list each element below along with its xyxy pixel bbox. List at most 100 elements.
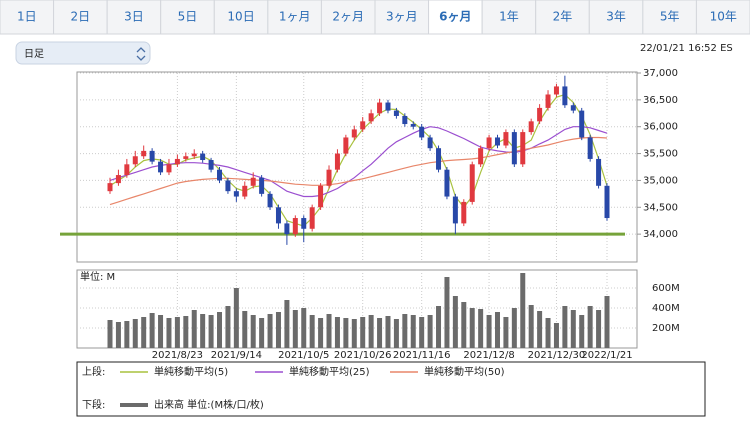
tab[interactable] — [588, 0, 644, 35]
volume-bar — [452, 296, 458, 348]
legend-upper-label: 上段: — [82, 365, 105, 378]
candle-body — [360, 121, 366, 130]
volume-bar — [427, 315, 433, 348]
candle-body — [334, 153, 340, 170]
y-tick-label: 35,000 — [643, 175, 678, 186]
candle-body — [259, 177, 265, 194]
tab[interactable] — [106, 0, 162, 35]
volume-bar — [494, 312, 500, 348]
tab[interactable] — [160, 0, 215, 35]
volume-bar — [436, 306, 442, 348]
volume-panel — [76, 269, 638, 349]
legend-label: 単純移動平均(50) — [424, 365, 505, 378]
candle-body — [174, 158, 180, 165]
volume-unit: 単位: M — [80, 270, 115, 283]
volume-bar — [318, 318, 324, 348]
candle-body — [124, 164, 130, 176]
tab-label: 5年 — [660, 10, 680, 24]
candle-body — [410, 124, 416, 127]
x-tick-label: 2021/11/16 — [393, 350, 451, 361]
candle-body — [107, 183, 113, 192]
candle-body — [604, 185, 610, 219]
volume-bar — [444, 277, 450, 348]
moving-average-line — [109, 93, 608, 227]
y-tick-label: 37,000 — [643, 68, 678, 79]
volume-bar — [604, 296, 610, 348]
period-select[interactable] — [15, 41, 151, 65]
tab-label: 1ヶ月 — [279, 10, 311, 24]
candle-body — [444, 169, 450, 197]
tab[interactable] — [0, 0, 55, 35]
volume-bar — [326, 314, 332, 348]
volume-bar — [284, 300, 290, 348]
volume-bar — [115, 322, 121, 348]
tab-label: 10年 — [710, 10, 737, 24]
volume-bar — [208, 315, 214, 348]
candle-body — [343, 137, 349, 154]
candle-body — [486, 137, 492, 149]
candle-body — [553, 86, 559, 95]
period-select-label: 日足 — [24, 48, 44, 60]
tab[interactable] — [320, 0, 376, 35]
candle-body — [478, 148, 484, 165]
select-arrows — [136, 47, 146, 61]
candle-body — [368, 113, 374, 122]
price-panel — [76, 71, 638, 263]
candle-body — [141, 150, 147, 157]
candle-body — [402, 115, 408, 125]
candle-body — [284, 223, 290, 235]
x-tick-label: 2021/12/30 — [528, 350, 586, 361]
volume-bar — [166, 318, 172, 348]
volume-bar — [301, 308, 307, 348]
volume-bar — [124, 321, 130, 348]
volume-bar — [461, 302, 467, 348]
tab[interactable] — [428, 0, 483, 35]
tab[interactable] — [642, 0, 697, 35]
tab[interactable] — [535, 0, 590, 35]
tab-label: 3年 — [606, 10, 626, 24]
candle-body — [292, 218, 298, 235]
candle-body — [250, 177, 256, 186]
y-tick-label: 36,500 — [643, 95, 678, 106]
volume-bar — [393, 319, 399, 348]
volume-bar — [158, 315, 164, 348]
tab-label: 2日 — [71, 10, 91, 24]
tab[interactable] — [695, 0, 750, 35]
candle-body — [225, 180, 231, 192]
x-tick-label: 2022/1/21 — [581, 350, 632, 361]
volume-bar — [579, 315, 585, 348]
volume-bar — [410, 315, 416, 348]
tab[interactable] — [374, 0, 430, 35]
volume-bar — [250, 315, 256, 348]
volume-bar — [334, 317, 340, 348]
tab-label: 2ヶ月 — [332, 10, 364, 24]
x-tick-label: 2021/10/26 — [334, 350, 392, 361]
tab[interactable] — [267, 0, 322, 35]
x-tick-label: 2021/9/14 — [211, 350, 262, 361]
candle-body — [377, 102, 383, 114]
volume-bar — [174, 317, 180, 348]
y-tick-label: 34,000 — [643, 229, 678, 240]
candle-body — [166, 164, 172, 173]
candle-body — [587, 137, 593, 159]
volume-bar — [191, 310, 197, 348]
candle-body — [419, 126, 425, 138]
candle-body — [242, 185, 248, 197]
candle-body — [545, 94, 551, 108]
candle-body — [132, 156, 138, 165]
volume-bar — [537, 311, 543, 348]
candle-body — [461, 201, 467, 224]
volume-bar — [553, 323, 559, 348]
volume-bar — [385, 316, 391, 348]
legend-box — [76, 361, 706, 417]
x-tick-label: 2021/10/5 — [278, 350, 329, 361]
tab[interactable] — [481, 0, 537, 35]
candle-body — [309, 207, 315, 229]
tab-label: 6ヶ月 — [439, 10, 471, 24]
candle-body — [326, 169, 332, 186]
tab-label: 5日 — [178, 10, 198, 24]
legend-label: 単純移動平均(5) — [154, 365, 228, 378]
candle-body — [393, 110, 399, 116]
candle-body — [200, 153, 206, 161]
